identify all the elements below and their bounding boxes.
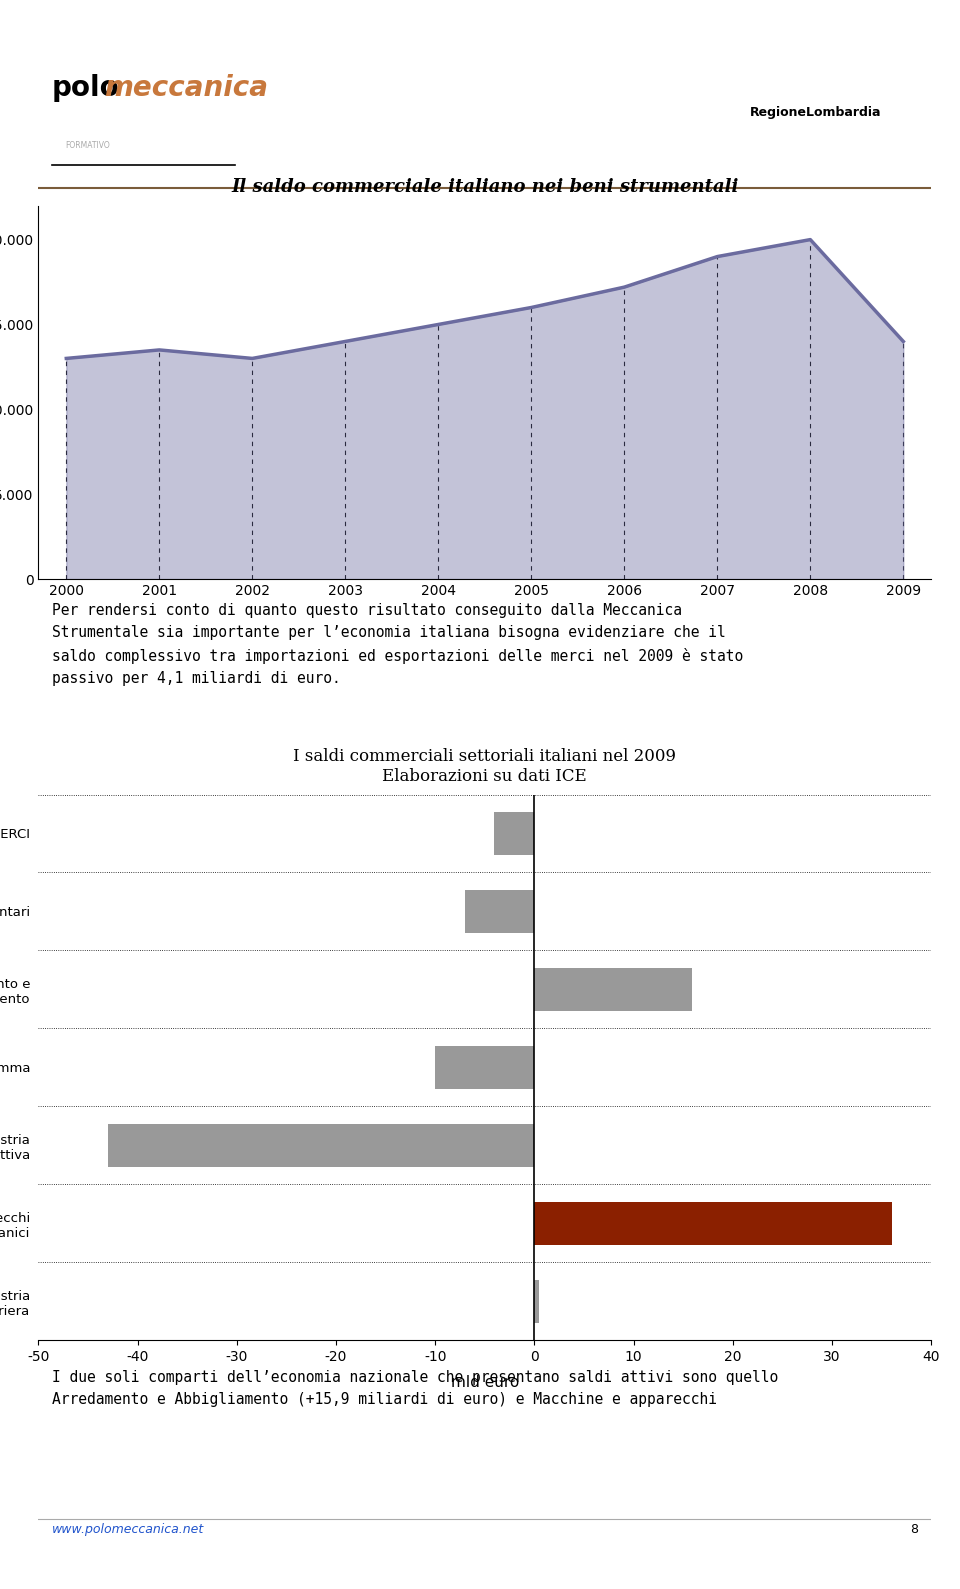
Text: I due soli comparti dell’economia nazionale che presentano saldi attivi sono que: I due soli comparti dell’economia nazion…: [52, 1370, 778, 1406]
Bar: [108, 1123, 535, 1166]
Text: meccanica: meccanica: [105, 73, 269, 102]
Bar: [535, 1279, 540, 1322]
X-axis label: mld euro: mld euro: [450, 1374, 519, 1390]
Text: 8: 8: [910, 1522, 918, 1535]
Text: RegioneLombardia: RegioneLombardia: [750, 106, 881, 119]
Text: FORMATIVO: FORMATIVO: [65, 141, 110, 149]
Title: I saldi commerciali settoriali italiani nel 2009
Elaborazioni su dati ICE: I saldi commerciali settoriali italiani …: [294, 748, 676, 785]
Title: Il saldo commerciale italiano nei beni strumentali: Il saldo commerciale italiano nei beni s…: [231, 178, 738, 195]
Bar: [535, 1201, 892, 1244]
Bar: [435, 1046, 535, 1088]
Text: Per rendersi conto di quanto questo risultato conseguito dalla Meccanica
Strumen: Per rendersi conto di quanto questo risu…: [52, 602, 743, 686]
Text: www.polomeccanica.net: www.polomeccanica.net: [52, 1522, 204, 1535]
Bar: [535, 968, 692, 1011]
Text: polo: polo: [52, 73, 120, 102]
Bar: [493, 812, 535, 855]
Bar: [465, 890, 535, 933]
